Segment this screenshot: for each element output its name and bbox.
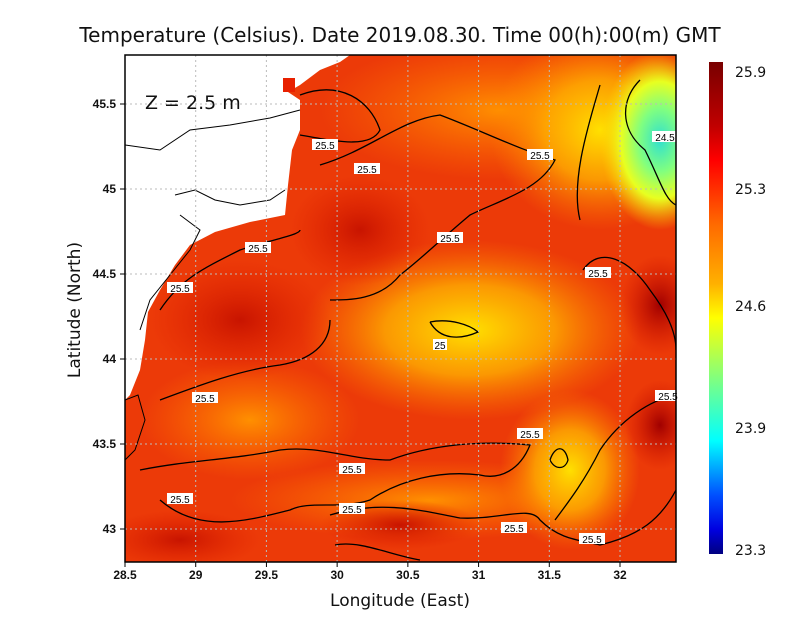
colorbar-ticks: 25.9 25.3 24.6 23.9 23.3: [735, 65, 766, 559]
contour-label: 25.5: [315, 141, 335, 152]
contour-label-bg: [437, 232, 463, 243]
colorbar-tick-label: 23.9: [735, 421, 766, 437]
contour-label-bg: [339, 503, 365, 514]
chart-title: Temperature (Celsius). Date 2019.08.30. …: [78, 23, 721, 47]
contour-label: 25.5: [170, 495, 190, 506]
land-mask: [125, 55, 350, 400]
contour-label-bg: [585, 267, 611, 278]
coastline: [125, 109, 301, 461]
colorbar-tick-label: 25.9: [735, 65, 766, 81]
contour-label-bg: [501, 522, 527, 533]
y-ticks: 45.5 45 44.5 44 43.5 43: [93, 97, 125, 536]
x-axis-label: Longitude (East): [330, 591, 470, 611]
contour-label: 25.5: [504, 524, 524, 535]
contour-label: 25.5: [248, 244, 268, 255]
contour-label: 25.5: [195, 394, 215, 405]
contour-label-bg: [354, 163, 380, 174]
x-tick-label: 31: [472, 568, 486, 582]
contour-label: 25.5: [588, 269, 608, 280]
colorbar-tick-label: 25.3: [735, 182, 766, 198]
contour-label: 25.5: [440, 234, 460, 245]
y-tick-label: 44: [103, 352, 117, 366]
y-tick-label: 45.5: [93, 97, 117, 111]
y-tick-label: 43.5: [93, 437, 117, 451]
contour-label: 25.5: [530, 151, 550, 162]
contour-label-bg: [517, 428, 543, 439]
contour-label: 25.5: [582, 535, 602, 546]
contour-label-bg: [433, 339, 447, 350]
contour-label: 24.5: [655, 133, 675, 144]
y-axis-label: Latitude (North): [65, 242, 85, 378]
x-tick-label: 29: [189, 568, 203, 582]
x-tick-label: 31.5: [538, 568, 562, 582]
x-tick-label: 32: [613, 568, 627, 582]
x-tick-label: 30.5: [396, 568, 420, 582]
contour-label-bg: [167, 282, 193, 293]
contour-label-bg: [339, 463, 365, 474]
contour-label-bg: [192, 392, 218, 403]
contour-label: 25.5: [170, 284, 190, 295]
x-tick-label: 28.5: [113, 568, 137, 582]
contours: [139, 79, 676, 561]
contour-label: 25: [434, 341, 446, 352]
contour-label-bg: [655, 390, 681, 401]
contour-label: 25.5: [342, 505, 362, 516]
contour-label-bg: [245, 242, 271, 253]
colorbar: [709, 62, 723, 554]
contour-label: 25.5: [520, 430, 540, 441]
contour-label-bg: [652, 131, 678, 142]
contour-label-bg: [527, 149, 553, 160]
x-ticks: 28.5 29 29.5 30 30.5 31 31.5 32: [113, 562, 627, 582]
contour-label-bg: [167, 493, 193, 504]
contour-label: 25.5: [357, 165, 377, 176]
depth-label: Z = 2.5 m: [145, 92, 241, 114]
y-tick-label: 44.5: [93, 267, 117, 281]
y-tick-label: 45: [103, 182, 117, 196]
y-tick-label: 43: [103, 522, 117, 536]
plot-frame: [124, 54, 677, 563]
gridlines: [125, 55, 676, 562]
contour-label-bg: [579, 533, 605, 544]
contour-label: 25.5: [342, 465, 362, 476]
x-tick-label: 30: [330, 568, 344, 582]
colorbar-tick-label: 24.6: [735, 299, 766, 315]
contour-label: 25.5: [658, 392, 678, 403]
x-tick-label: 29.5: [255, 568, 279, 582]
contour-label-bg: [312, 139, 338, 150]
colorbar-tick-label: 23.3: [735, 543, 766, 559]
contour-label-group: 25.5 25.5 25.5 25.5 25.5 25.5 25.5 25.5 25.5 25.5…: [167, 131, 681, 546]
